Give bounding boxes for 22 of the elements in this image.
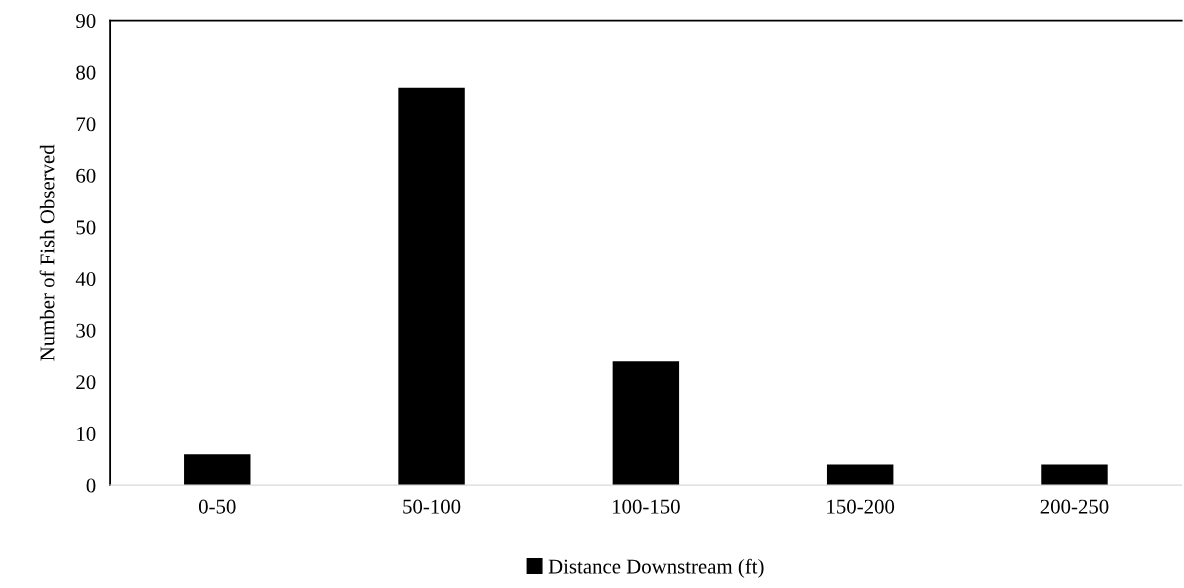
bar <box>184 454 251 486</box>
y-tick-label: 0 <box>86 478 96 493</box>
y-tick-label: 90 <box>76 13 96 29</box>
x-tick-label: 100-150 <box>612 499 680 514</box>
x-tick-label: 0-50 <box>198 499 236 514</box>
y-axis-title: Number of Fish Observed <box>39 144 55 361</box>
y-tick-label: 40 <box>75 272 96 287</box>
y-tick-label: 80 <box>76 65 96 80</box>
y-tick-label: 20 <box>76 375 96 390</box>
y-tick-label: 60 <box>76 168 96 183</box>
y-tick-label: 10 <box>77 426 96 441</box>
y-tick-label: 30 <box>76 323 96 338</box>
bar <box>826 464 894 486</box>
y-tick-label: 50 <box>76 220 96 235</box>
legend-label: Distance Downstream (ft) <box>548 558 764 578</box>
x-tick-label: 50-100 <box>403 499 461 514</box>
x-tick-label: 150-200 <box>827 499 895 514</box>
bar <box>398 87 465 486</box>
x-tick-label: 200-250 <box>1040 499 1109 514</box>
bar <box>612 361 680 486</box>
y-tick-label: 70 <box>76 117 96 132</box>
bar <box>1041 464 1108 486</box>
